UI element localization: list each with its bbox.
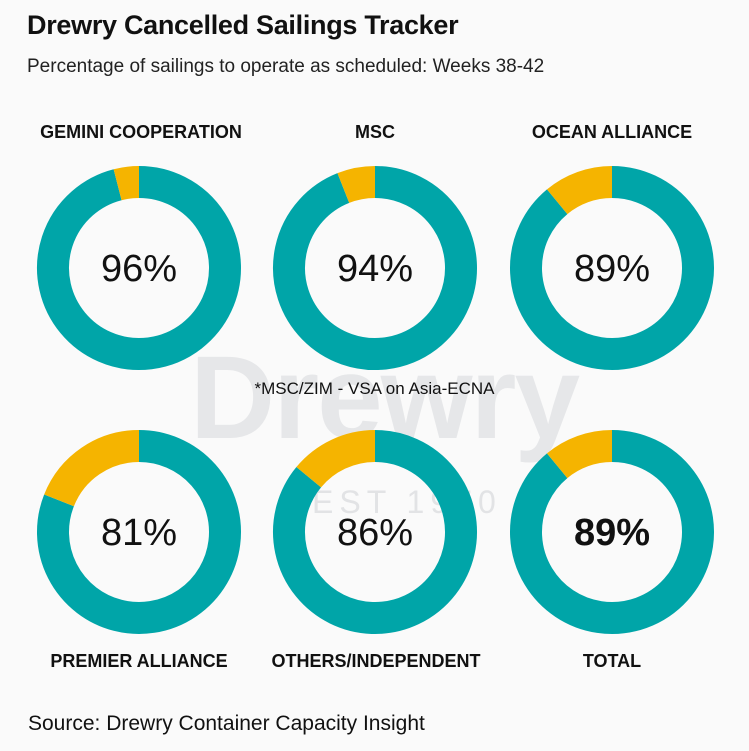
donut-others-independent: 86%: [270, 427, 480, 637]
cancelled-segment: [546, 430, 613, 479]
donut-value-label: 94%: [337, 248, 413, 290]
donut-ocean-alliance: 89%: [507, 163, 717, 373]
donut-svg: 89%: [510, 430, 714, 634]
chart-title: Drewry Cancelled Sailings Tracker: [27, 10, 459, 40]
donut-svg: 81%: [37, 430, 241, 634]
donut-value-label: 89%: [574, 512, 650, 554]
cancelled-segment: [296, 430, 376, 488]
donut-value-label: 86%: [337, 512, 413, 554]
cancelled-segment: [337, 166, 376, 204]
scheduled-segment: [37, 430, 241, 634]
donut-gemini-cooperation: 96%: [34, 163, 244, 373]
donut-svg: 94%: [273, 166, 477, 370]
donut-svg: 89%: [510, 166, 714, 370]
scheduled-segment: [273, 166, 477, 370]
scheduled-segment: [273, 430, 477, 634]
cancelled-segment: [546, 166, 613, 215]
donut-value-label: 89%: [574, 248, 650, 290]
donut-premier-alliance: 81%: [34, 427, 244, 637]
footnote: *MSC/ZIM - VSA on Asia-ECNA: [254, 379, 495, 398]
scheduled-segment: [510, 430, 714, 634]
donut-value-label: 96%: [101, 248, 177, 290]
cancelled-segment: [44, 430, 140, 507]
donut-total: 89%: [507, 427, 717, 637]
donut-msc: 94%: [270, 163, 480, 373]
donut-label-premier: PREMIER ALLIANCE: [50, 651, 228, 671]
source-note: Source: Drewry Container Capacity Insigh…: [28, 712, 425, 735]
donut-svg: 96%: [37, 166, 241, 370]
donut-label-ocean: OCEAN ALLIANCE: [531, 122, 693, 142]
donut-label-others: OTHERS/INDEPENDENT: [271, 651, 481, 671]
donut-label-msc: MSC: [355, 122, 395, 142]
cancelled-segment: [113, 166, 140, 201]
donut-value-label: 81%: [101, 512, 177, 554]
scheduled-segment: [37, 166, 241, 370]
donut-svg: 86%: [273, 430, 477, 634]
scheduled-segment: [510, 166, 714, 370]
donut-label-gemini: GEMINI COOPERATION: [40, 122, 242, 142]
donut-label-total: TOTAL: [582, 651, 642, 671]
chart-subtitle: Percentage of sailings to operate as sch…: [27, 56, 545, 77]
